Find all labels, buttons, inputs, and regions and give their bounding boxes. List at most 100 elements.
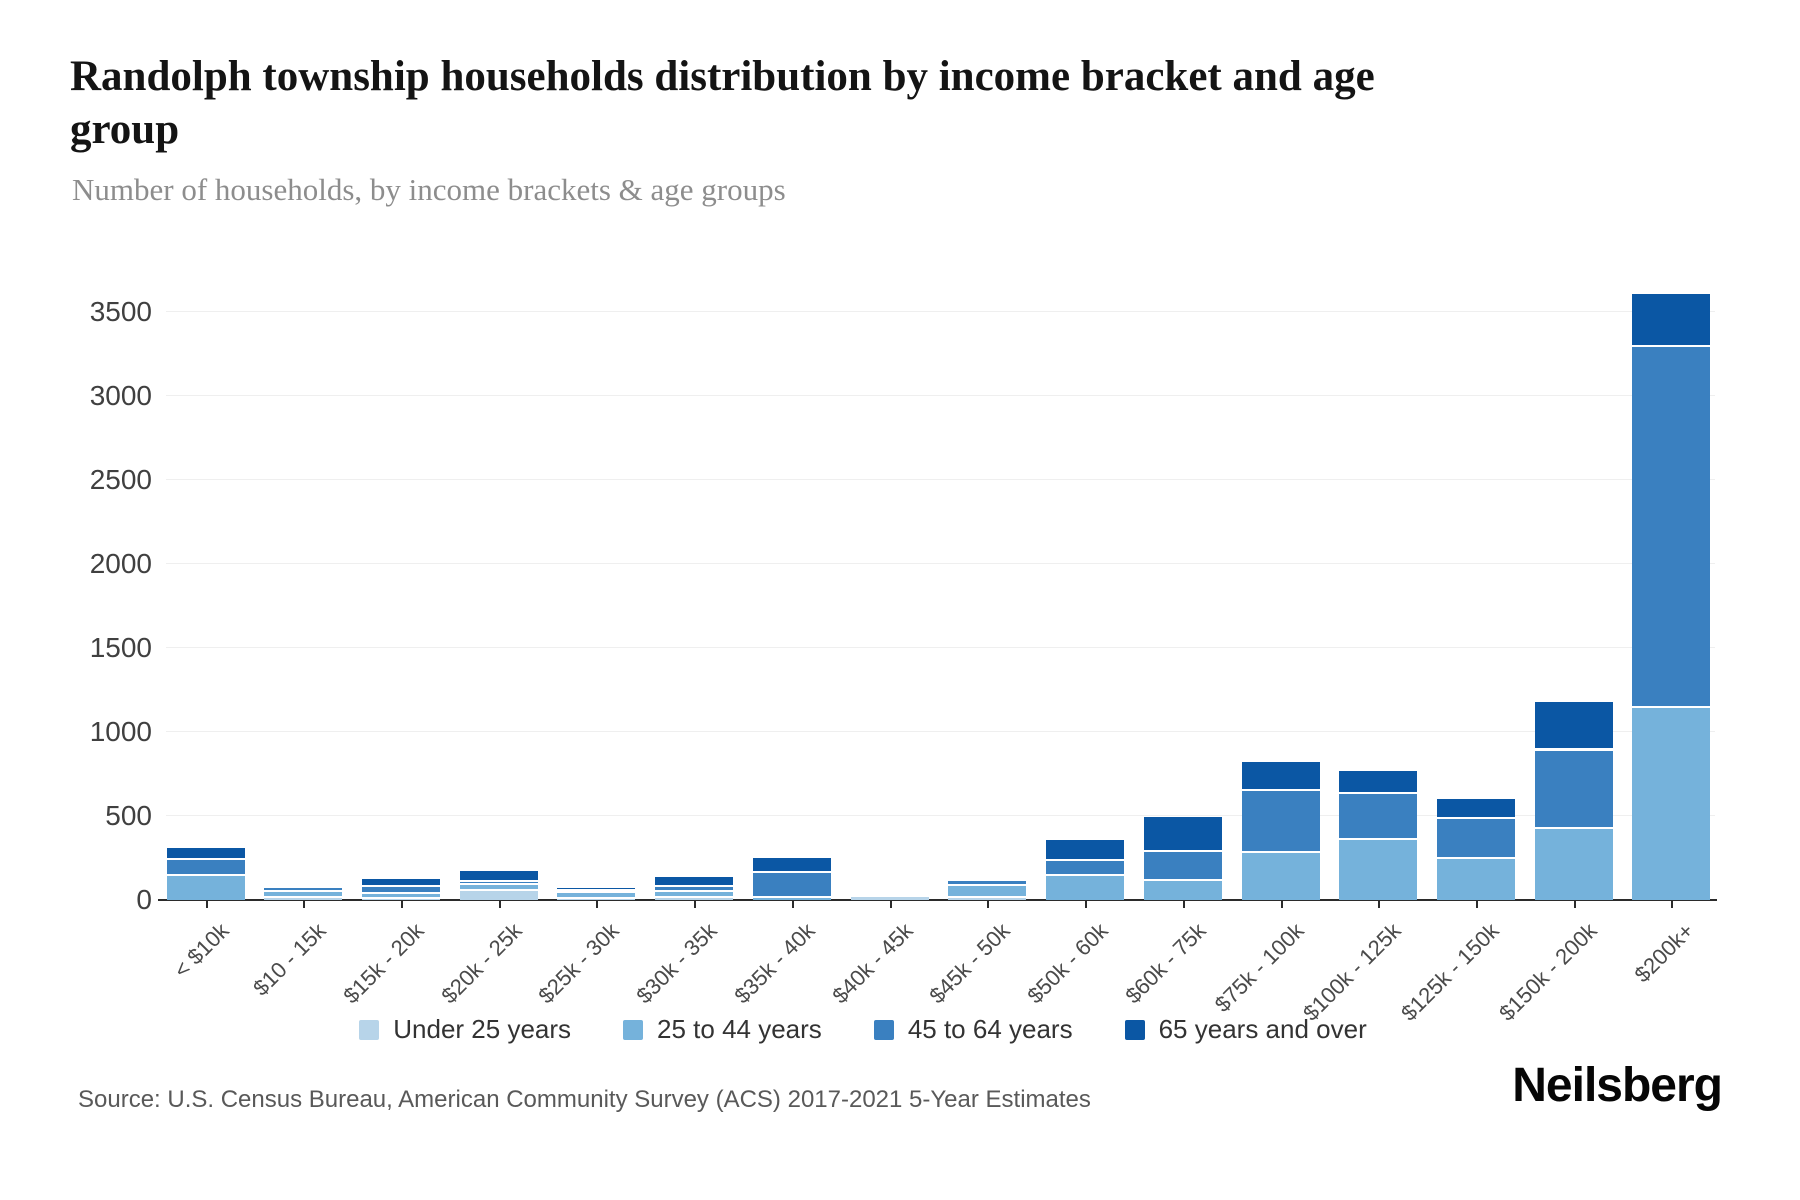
y-tick-label-1500: 1500 [89, 632, 152, 663]
bar-segment [557, 893, 636, 900]
bar-segment [166, 875, 245, 900]
legend-label: 65 years and over [1158, 1014, 1367, 1044]
gridline-1000 [166, 731, 1715, 732]
stacked-bar-chart-plot: < $10k $10 - 15k $15k - 20k $20k - 25k $25k … [158, 270, 1717, 1026]
chart-subtitle: Number of households, by income brackets… [72, 172, 786, 207]
x-axis-label: $75k - 100k [1209, 918, 1309, 1017]
legend-swatch-icon [359, 1019, 380, 1040]
y-tick-label-3000: 3000 [89, 380, 152, 411]
bar-segment [948, 898, 1027, 900]
bar-segment [264, 898, 343, 900]
legend-item: 25 to 44 years [623, 1014, 822, 1045]
x-axis-label: $20k - 25k [436, 918, 527, 1009]
x-axis-label: $45k - 50k [924, 918, 1016, 1009]
bar-segment [752, 898, 831, 900]
y-tick-label-3500: 3500 [89, 296, 152, 327]
x-tick-mark [694, 900, 697, 908]
x-axis-label: $10 - 15k [248, 918, 331, 1001]
bar-segment [752, 873, 831, 899]
x-axis-label: $150k - 200k [1493, 918, 1602, 1026]
bar-segment [850, 896, 929, 900]
x-axis-line [158, 899, 1717, 901]
bar-segment [850, 893, 929, 896]
gridline-1500 [166, 647, 1715, 648]
bar-segment [361, 879, 440, 888]
bar-segment [1143, 852, 1222, 881]
gridline-3500 [166, 311, 1715, 312]
chart-legend: Under 25 years 25 to 44 years 45 to 64 yea… [0, 1014, 1726, 1045]
x-axis-label: $25k - 30k [533, 918, 625, 1009]
bar-segment [557, 890, 636, 894]
x-axis-label: $30k - 35k [631, 918, 722, 1009]
bar-segment [264, 885, 343, 889]
bar-segment [166, 847, 245, 860]
bar-segment [655, 898, 734, 900]
bar-segment [1632, 293, 1711, 348]
bar-segment [948, 885, 1027, 899]
chart-title: Randolph township households distributio… [70, 53, 1375, 154]
x-tick-mark [1378, 900, 1381, 908]
legend-swatch-icon [1124, 1019, 1145, 1040]
x-axis-label: $60k - 75k [1120, 918, 1211, 1009]
bar-segment [1534, 750, 1613, 830]
x-axis-label: $40k - 45k [826, 918, 918, 1009]
legend-label: 45 to 64 years [907, 1014, 1073, 1044]
bar-segment [1436, 818, 1515, 859]
legend-label: Under 25 years [393, 1014, 572, 1044]
legend-label: 25 to 44 years [657, 1014, 822, 1044]
legend-item: 65 years and over [1124, 1014, 1367, 1045]
bar-segment [459, 890, 538, 900]
legend-item: 45 to 64 years [873, 1014, 1073, 1045]
x-tick-mark [1671, 900, 1674, 908]
bar-segment [264, 888, 343, 892]
legend-swatch-icon [873, 1019, 894, 1040]
bar-segment [1339, 794, 1418, 840]
x-tick-mark [1280, 900, 1283, 908]
y-tick-label-1000: 1000 [89, 716, 152, 747]
y-tick-label-500: 500 [105, 800, 152, 831]
bar-segment [752, 858, 831, 874]
x-axis-label: $35k - 40k [729, 918, 820, 1009]
gridline-500 [166, 815, 1715, 816]
bar-segment [1339, 839, 1418, 900]
bar-segment [655, 891, 734, 899]
x-tick-mark [1085, 900, 1088, 908]
bar-segment [1632, 708, 1711, 900]
x-tick-mark [791, 900, 794, 908]
bar-segment [1241, 790, 1320, 853]
bar-segment [1241, 762, 1320, 791]
x-axis-label: $100k - 125k [1298, 918, 1406, 1026]
bar-segment [1436, 799, 1515, 819]
bar-segment [1632, 347, 1711, 709]
x-tick-mark [498, 900, 501, 908]
bar-segment [361, 894, 440, 900]
gridline-3000 [166, 395, 1715, 396]
x-tick-mark [1182, 900, 1185, 908]
bar-segment [1339, 770, 1418, 795]
x-axis-label: $50k - 60k [1022, 918, 1113, 1009]
bar-segment [557, 888, 636, 891]
bar-segment [459, 871, 538, 882]
bar-segment [361, 899, 440, 900]
bar-segment [1046, 839, 1125, 861]
bar-segment [948, 880, 1027, 886]
y-tick-label-2000: 2000 [89, 548, 152, 579]
bar-segment [1143, 880, 1222, 900]
bar-segment [1534, 701, 1613, 751]
bar-segment [1143, 816, 1222, 853]
bar-segment [264, 891, 343, 899]
x-tick-mark [889, 900, 892, 908]
x-axis-label: $125k - 150k [1396, 918, 1504, 1026]
legend-item: Under 25 years [359, 1014, 571, 1045]
bar-segment [655, 886, 734, 892]
source-note: Source: U.S. Census Bureau, American Com… [78, 1086, 1091, 1113]
x-tick-mark [400, 900, 403, 908]
bar-segment [557, 899, 636, 900]
x-tick-mark [1475, 900, 1478, 908]
bar-segment [1241, 852, 1320, 900]
x-tick-mark [987, 900, 990, 908]
y-tick-label-0: 0 [136, 884, 152, 915]
x-tick-mark [303, 900, 306, 908]
legend-swatch-icon [623, 1019, 644, 1040]
bar-segment [166, 859, 245, 876]
